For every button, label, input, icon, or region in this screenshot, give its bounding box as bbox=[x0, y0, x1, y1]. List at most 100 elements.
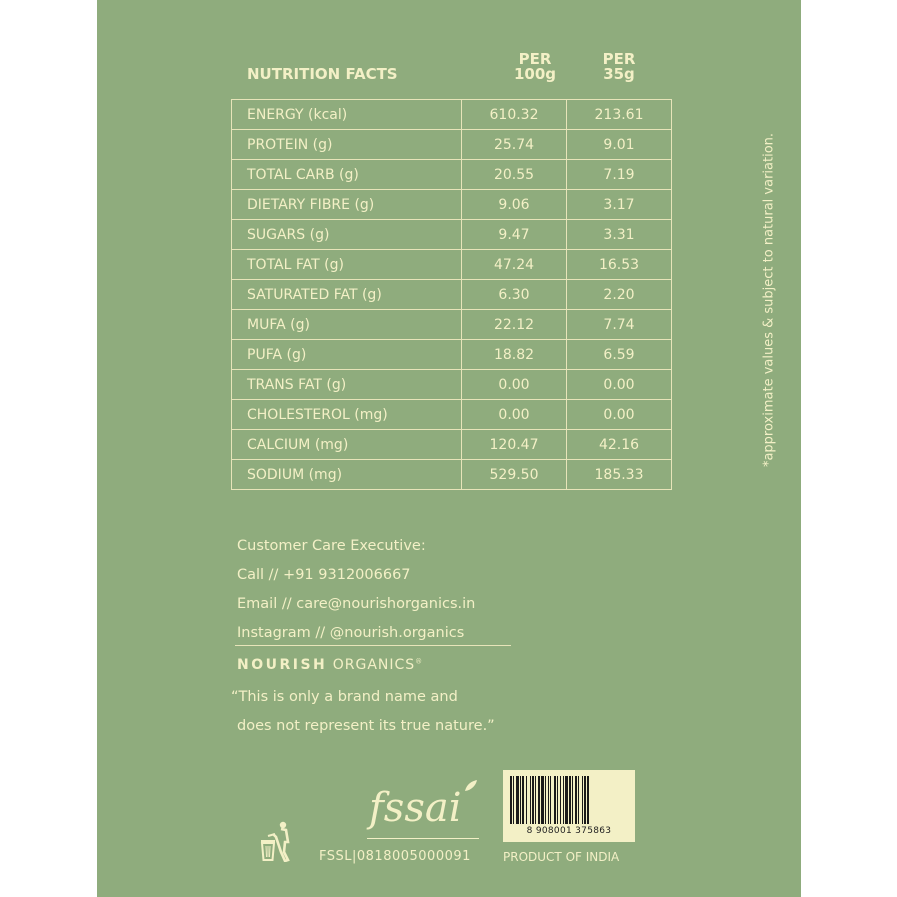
barcode-bar bbox=[516, 776, 519, 824]
nutrition-row: PROTEIN (g) 25.74 9.01 bbox=[231, 129, 672, 160]
fssai-underline bbox=[367, 838, 479, 839]
customer-care-instagram: Instagram // @nourish.organics bbox=[237, 625, 465, 641]
barcode: 8 908001 375863 bbox=[503, 770, 635, 842]
nutrition-row: ENERGY (kcal) 610.32 213.61 bbox=[231, 99, 672, 130]
value-per-35g: 2.20 bbox=[566, 279, 672, 310]
value-per-100g: 0.00 bbox=[461, 399, 567, 430]
nutrition-facts-title: NUTRITION FACTS bbox=[247, 65, 398, 83]
nutrition-row: DIETARY FIBRE (g) 9.06 3.17 bbox=[231, 189, 672, 220]
nutrition-row: SUGARS (g) 9.47 3.31 bbox=[231, 219, 672, 250]
barcode-bar bbox=[522, 776, 524, 824]
nutrition-row: CHOLESTEROL (mg) 0.00 0.00 bbox=[231, 399, 672, 430]
value-per-35g: 0.00 bbox=[566, 399, 672, 430]
barcode-bar bbox=[532, 776, 534, 824]
nutrition-row: SATURATED FAT (g) 6.30 2.20 bbox=[231, 279, 672, 310]
value-per-100g: 610.32 bbox=[461, 99, 567, 130]
customer-care-email: Email // care@nourishorganics.in bbox=[237, 596, 476, 612]
nutrient-label: SATURATED FAT (g) bbox=[231, 279, 462, 310]
value-per-35g: 16.53 bbox=[566, 249, 672, 280]
nutrient-label: DIETARY FIBRE (g) bbox=[231, 189, 462, 220]
brand-disclaimer: “This is only a brand name and does not … bbox=[231, 683, 495, 741]
barcode-bar bbox=[535, 776, 536, 824]
nutrient-label: CALCIUM (mg) bbox=[231, 429, 462, 460]
barcode-bar bbox=[582, 776, 583, 824]
fssai-license-number: FSSL|0818005000091 bbox=[319, 849, 471, 864]
column-header-per-100g-line2: 100g bbox=[513, 65, 557, 83]
barcode-bar bbox=[560, 776, 561, 824]
nutrition-row: TRANS FAT (g) 0.00 0.00 bbox=[231, 369, 672, 400]
customer-care-heading: Customer Care Executive: bbox=[237, 538, 426, 554]
customer-care-call: Call // +91 9312006667 bbox=[237, 567, 411, 583]
column-header-per-35g-line1: PER bbox=[602, 50, 636, 68]
nutrient-label: PROTEIN (g) bbox=[231, 129, 462, 160]
dispose-in-bin-icon bbox=[259, 820, 293, 866]
disclaimer-line-2: does not represent its true nature.” bbox=[237, 718, 495, 734]
nutrient-label: SODIUM (mg) bbox=[231, 459, 462, 490]
product-origin: PRODUCT OF INDIA bbox=[503, 850, 620, 864]
barcode-bar bbox=[572, 776, 573, 824]
barcode-bar bbox=[530, 776, 531, 824]
barcode-bar bbox=[569, 776, 571, 824]
value-per-100g: 22.12 bbox=[461, 309, 567, 340]
column-header-per-100g: PER 100g bbox=[495, 52, 575, 82]
barcode-bar bbox=[520, 776, 521, 824]
barcode-bar bbox=[541, 776, 544, 824]
barcode-bar bbox=[575, 776, 577, 824]
barcode-bar bbox=[557, 776, 558, 824]
value-per-100g: 6.30 bbox=[461, 279, 567, 310]
barcode-bar bbox=[565, 776, 568, 824]
divider bbox=[235, 645, 511, 646]
barcode-bar bbox=[550, 776, 551, 824]
barcode-bar bbox=[510, 776, 512, 824]
value-per-35g: 213.61 bbox=[566, 99, 672, 130]
nutrition-row: MUFA (g) 22.12 7.74 bbox=[231, 309, 672, 340]
value-per-100g: 529.50 bbox=[461, 459, 567, 490]
barcode-bar bbox=[526, 776, 527, 824]
value-per-35g: 7.19 bbox=[566, 159, 672, 190]
nutrient-label: PUFA (g) bbox=[231, 339, 462, 370]
fssai-logo: fssai bbox=[369, 785, 462, 831]
value-per-100g: 120.47 bbox=[461, 429, 567, 460]
column-header-per-35g: PER 35g bbox=[579, 52, 659, 82]
barcode-bar bbox=[513, 776, 514, 824]
nutrition-row: SODIUM (mg) 529.50 185.33 bbox=[231, 459, 672, 490]
value-per-35g: 3.31 bbox=[566, 219, 672, 250]
value-per-35g: 6.59 bbox=[566, 339, 672, 370]
value-per-100g: 18.82 bbox=[461, 339, 567, 370]
nutrition-row: CALCIUM (mg) 120.47 42.16 bbox=[231, 429, 672, 460]
nutrient-label: SUGARS (g) bbox=[231, 219, 462, 250]
nutrient-label: TOTAL CARB (g) bbox=[231, 159, 462, 190]
leaf-icon bbox=[463, 778, 479, 797]
nutrient-label: MUFA (g) bbox=[231, 309, 462, 340]
barcode-bars bbox=[510, 776, 589, 824]
nutrition-table: ENERGY (kcal) 610.32 213.61 PROTEIN (g) 25.7… bbox=[231, 99, 672, 490]
barcode-bar bbox=[587, 776, 589, 824]
nutrition-row: TOTAL FAT (g) 47.24 16.53 bbox=[231, 249, 672, 280]
value-per-100g: 25.74 bbox=[461, 129, 567, 160]
nutrition-row: TOTAL CARB (g) 20.55 7.19 bbox=[231, 159, 672, 190]
registered-mark: ® bbox=[415, 657, 424, 666]
value-per-35g: 42.16 bbox=[566, 429, 672, 460]
barcode-bar bbox=[554, 776, 556, 824]
value-per-35g: 7.74 bbox=[566, 309, 672, 340]
brand-name-bold: NOURISH bbox=[237, 657, 328, 673]
column-header-per-35g-line2: 35g bbox=[603, 65, 635, 83]
column-header-per-100g-line1: PER bbox=[518, 50, 552, 68]
value-per-100g: 0.00 bbox=[461, 369, 567, 400]
nutrient-label: ENERGY (kcal) bbox=[231, 99, 462, 130]
nutrient-label: TOTAL FAT (g) bbox=[231, 249, 462, 280]
barcode-bar bbox=[578, 776, 579, 824]
barcode-bar bbox=[548, 776, 549, 824]
barcode-number: 8 908001 375863 bbox=[526, 826, 612, 836]
nutrient-label: CHOLESTEROL (mg) bbox=[231, 399, 462, 430]
brand-name-light: ORGANICS bbox=[332, 657, 416, 673]
nutrient-label: TRANS FAT (g) bbox=[231, 369, 462, 400]
value-per-35g: 3.17 bbox=[566, 189, 672, 220]
value-per-35g: 0.00 bbox=[566, 369, 672, 400]
value-per-35g: 185.33 bbox=[566, 459, 672, 490]
nutrition-label-panel: NUTRITION FACTS PER 100g PER 35g ENERGY … bbox=[97, 0, 801, 897]
value-per-35g: 9.01 bbox=[566, 129, 672, 160]
approximation-note: *approximate values & subject to natural… bbox=[761, 132, 777, 468]
barcode-bar bbox=[563, 776, 564, 824]
brand-logo: NOURISH ORGANICS® bbox=[237, 657, 423, 673]
